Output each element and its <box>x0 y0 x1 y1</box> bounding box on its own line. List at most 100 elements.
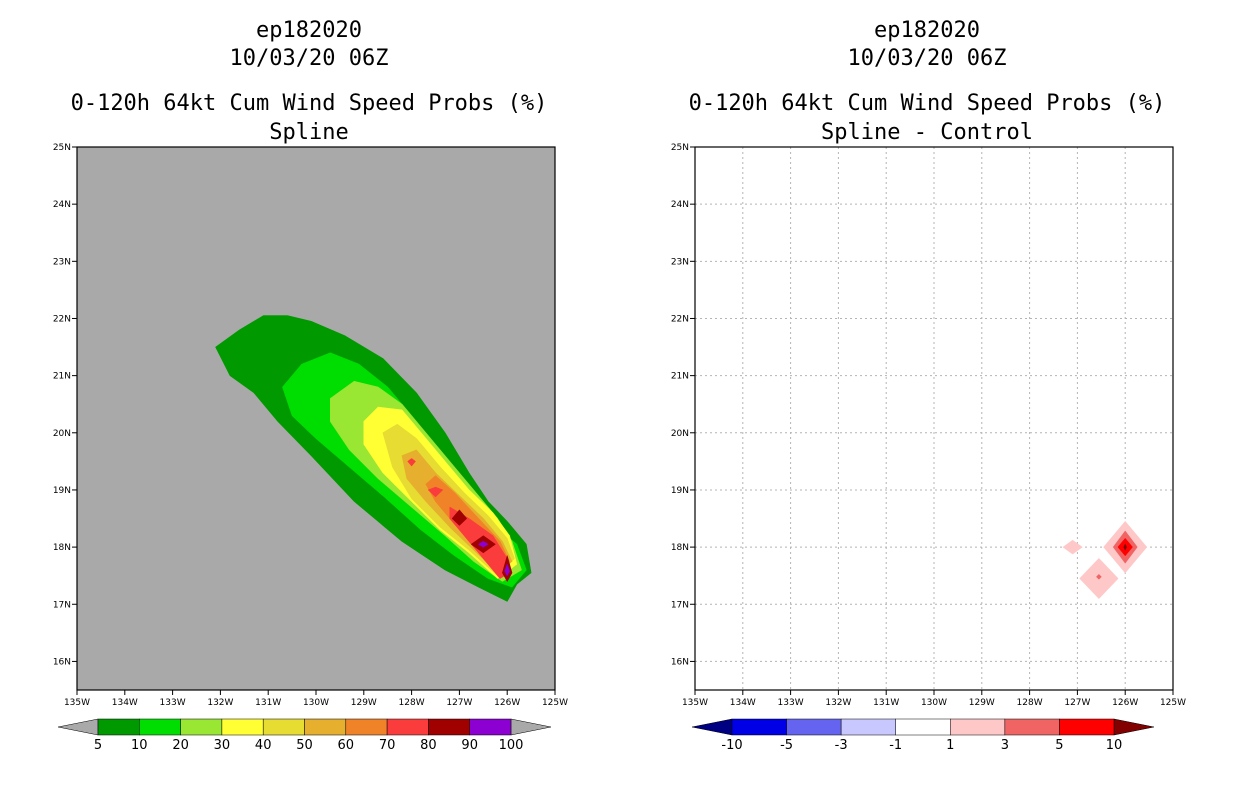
colorbar-swatch <box>950 718 1006 736</box>
chart-title: 0-120h 64kt Cum Wind Speed Probs (%) <box>688 91 1166 116</box>
x-tick-label: 133W <box>160 698 186 708</box>
y-tick-label: 24N <box>671 200 689 210</box>
x-tick-label: 134W <box>112 698 138 708</box>
colorbar-swatch <box>469 718 512 736</box>
x-tick-label: 133W <box>778 698 804 708</box>
y-tick-label: 23N <box>53 257 71 267</box>
x-tick-label: 134W <box>730 698 756 708</box>
colorbar-swatch <box>262 718 305 736</box>
y-tick-label: 18N <box>671 543 689 553</box>
colorbar-swatch <box>428 718 470 736</box>
chart-subtitle: Spline <box>269 120 349 145</box>
difference-panel: ep182020 10/03/20 06Z 0-120h 64kt Cum Wi… <box>618 0 1236 800</box>
colorbar-label: 5 <box>94 738 102 753</box>
contour-70 <box>407 458 416 467</box>
colorbar-over-arrow <box>1113 718 1155 736</box>
contour-80 <box>451 509 467 526</box>
colorbar-label: 1 <box>946 738 954 753</box>
x-tick-label: 132W <box>207 698 233 708</box>
colorbar-swatch <box>1004 718 1060 736</box>
colorbar-swatch <box>895 718 951 736</box>
x-tick-label: 131W <box>255 698 281 708</box>
y-tick-label: 19N <box>671 486 689 496</box>
colorbar-swatch <box>180 718 223 736</box>
spline-panel: ep182020 10/03/20 06Z 0-120h 64kt Cum Wi… <box>53 18 568 753</box>
y-tick-label: 16N <box>671 657 689 667</box>
colorbar-label: 100 <box>499 738 524 753</box>
y-tick-label: 22N <box>671 314 689 324</box>
colorbar-label: 80 <box>420 738 437 753</box>
contour-70 <box>427 486 444 498</box>
y-tick-label: 25N <box>671 143 689 153</box>
y-tick-label: 20N <box>671 429 689 439</box>
colorbar-swatch <box>840 718 896 736</box>
y-tick-label: 19N <box>53 486 71 496</box>
contour-90 <box>504 563 510 577</box>
y-tick-label: 21N <box>671 372 689 382</box>
y-tick-label: 17N <box>671 600 689 610</box>
colorbar-label: 30 <box>214 738 231 753</box>
contour-3 <box>1096 574 1102 580</box>
y-tick-label: 21N <box>53 372 71 382</box>
colorbar-label: 60 <box>338 738 355 753</box>
y-tick-label: 25N <box>53 143 71 153</box>
chart-subtitle: Spline - Control <box>821 120 1033 145</box>
colorbar-swatch <box>345 718 388 736</box>
colorbar-label: 10 <box>131 738 148 753</box>
colorbar-swatch <box>731 718 787 736</box>
x-tick-label: 128W <box>1017 698 1043 708</box>
colorbar-label: 3 <box>1001 738 1009 753</box>
contour-1 <box>1062 539 1083 555</box>
y-tick-label: 24N <box>53 200 71 210</box>
chart-title: 0-120h 64kt Cum Wind Speed Probs (%) <box>70 91 548 116</box>
x-tick-label: 129W <box>969 698 995 708</box>
x-tick-label: 132W <box>825 698 851 708</box>
colorbar-swatch <box>386 718 429 736</box>
x-tick-label: 126W <box>494 698 520 708</box>
colorbar-label: -3 <box>835 738 848 753</box>
colorbar-swatch <box>97 718 140 736</box>
storm-id: ep182020 <box>256 18 362 43</box>
colorbar-label: 40 <box>255 738 272 753</box>
x-tick-label: 131W <box>873 698 899 708</box>
x-tick-label: 130W <box>303 698 329 708</box>
colorbar-label: 50 <box>296 738 313 753</box>
colorbar-label: 5 <box>1055 738 1063 753</box>
colorbar-over-arrow <box>510 718 552 736</box>
y-tick-label: 20N <box>53 429 71 439</box>
colorbar-under-arrow <box>57 718 99 736</box>
colorbar-label: 10 <box>1106 738 1123 753</box>
x-tick-label: 135W <box>64 698 90 708</box>
y-tick-label: 17N <box>53 600 71 610</box>
contour-10 <box>1123 543 1127 551</box>
colorbar-label: 20 <box>172 738 189 753</box>
storm-id: ep182020 <box>874 18 980 43</box>
colorbar-label: -1 <box>889 738 902 753</box>
colorbar-under-arrow <box>691 718 733 736</box>
colorbar-swatch <box>1059 718 1115 736</box>
y-tick-label: 16N <box>53 657 71 667</box>
y-tick-label: 22N <box>53 314 71 324</box>
x-tick-label: 128W <box>399 698 425 708</box>
x-tick-label: 130W <box>921 698 947 708</box>
colorbar-label: 70 <box>379 738 396 753</box>
x-tick-label: 127W <box>1064 698 1090 708</box>
analysis-time: 10/03/20 06Z <box>847 46 1007 71</box>
x-tick-label: 129W <box>351 698 377 708</box>
analysis-time: 10/03/20 06Z <box>229 46 389 71</box>
y-tick-label: 18N <box>53 543 71 553</box>
colorbar-label: 90 <box>461 738 478 753</box>
contour-90 <box>478 541 489 548</box>
difference-probability-map: 135W 134W 133W 132W 131W 130W 129W 128W 127W 126W… <box>671 143 1186 753</box>
colorbar-swatch <box>221 718 264 736</box>
colorbar-swatch <box>786 718 842 736</box>
x-tick-label: 125W <box>542 698 568 708</box>
colorbar-label: -5 <box>780 738 793 753</box>
y-tick-label: 23N <box>671 257 689 267</box>
x-tick-label: 126W <box>1112 698 1138 708</box>
spline-probability-map: 135W 134W 133W 132W 131W 130W 129W 128W 127W 126W… <box>53 143 568 753</box>
colorbar-label: -10 <box>721 738 742 753</box>
x-tick-label: 135W <box>682 698 708 708</box>
colorbar-swatch <box>304 718 347 736</box>
colorbar-swatch <box>139 718 181 736</box>
